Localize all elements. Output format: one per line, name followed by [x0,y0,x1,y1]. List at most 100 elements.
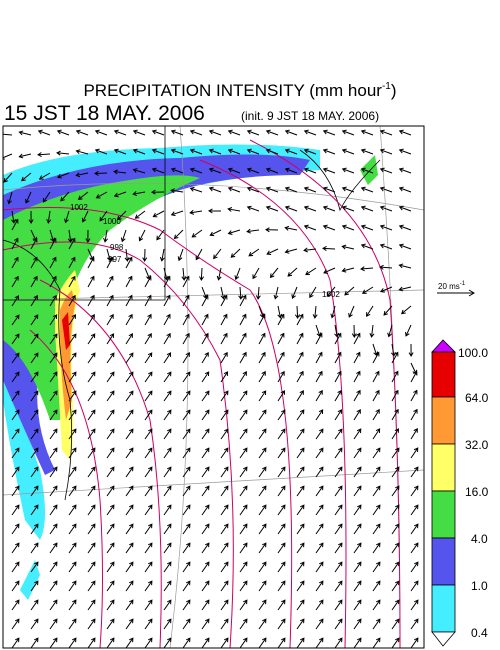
wind-arrow [341,267,355,273]
wind-arrow [87,504,96,516]
wind-arrow [125,294,133,307]
wind-arrow [277,332,285,345]
wind-arrow [163,637,172,648]
wind-arrow [334,580,343,592]
wind-arrow [18,153,32,159]
wind-arrow [103,229,109,243]
wind-arrow [353,637,362,648]
wind-arrow [315,637,324,648]
wind-arrow [255,286,261,300]
wind-arrow [30,409,39,421]
wind-arrow [239,599,248,611]
wind-arrow [163,275,171,288]
wind-arrow [220,523,229,535]
wind-arrow [182,332,190,345]
wind-arrow [37,152,51,158]
wind-arrow [163,447,172,459]
wind-arrow [170,210,184,217]
wind-arrow [163,390,172,402]
wind-arrow [246,167,260,174]
wind-arrow [106,428,115,440]
wind-arrow [246,148,260,155]
wind-arrow [125,352,134,364]
wind-arrow [258,618,267,630]
wind-arrow [163,561,172,573]
wind-arrow [410,447,419,459]
wind-arrow [182,275,190,288]
wind-arrow [315,428,324,440]
wind-arrow [11,409,20,421]
wind-arrow [334,351,342,364]
wind-arrow [227,129,241,136]
wind-arrow [220,504,229,516]
wind-arrow [49,428,58,440]
wind-arrow [220,580,229,592]
wind-arrow [277,618,286,630]
wind-arrow [239,523,248,535]
wind-arrow [398,224,412,231]
wind-arrow [182,428,191,440]
wind-arrow [182,313,190,326]
wind-arrow [67,229,73,243]
wind-arrow [30,561,39,573]
wind-arrow [49,275,57,288]
wind-arrow [315,332,323,345]
wind-arrow [284,129,298,136]
wind-arrow [220,561,229,573]
wind-arrow [68,447,77,459]
wind-arrow [220,409,229,421]
wind-arrow [296,599,305,611]
wind-arrow [49,256,57,269]
wind-arrow [87,447,96,459]
wind-arrow [258,332,266,345]
wind-arrow [87,428,96,440]
wind-arrow [191,229,203,238]
wind-arrow [189,209,203,215]
wind-arrow [11,618,20,630]
wind-arrow [341,148,355,155]
wind-arrow [398,243,412,250]
wind-arrow [87,485,96,497]
wind-arrow [277,542,286,554]
wind-arrow [322,148,336,155]
isobar-label: 1000 [103,217,121,226]
isobar-label: 1002 [322,290,340,299]
wind-arrow [163,504,172,516]
wind-arrow [11,542,20,554]
wind-arrow [353,599,362,611]
wind-arrow [85,229,91,243]
wind-arrow [201,313,209,326]
wind-arrow [106,504,115,516]
wind-arrow [11,466,20,478]
wind-arrow [11,237,19,250]
wind-arrow [341,186,355,193]
wind-arrow [322,205,336,212]
wind-arrow [68,333,77,345]
wind-arrow [64,210,70,224]
wind-arrow [87,294,95,307]
wind-arrow [296,466,305,478]
wind-arrow [49,561,58,573]
wind-arrow [134,210,146,219]
wind-arrow [11,352,20,364]
wind-arrow [144,504,153,516]
wind-arrow [334,485,343,497]
wind-arrow [208,208,222,214]
title-text: PRECIPITATION INTENSITY (mm hour [83,81,382,100]
wind-arrow [315,580,324,592]
wind-arrow [106,390,115,402]
wind-arrow [405,324,412,337]
wind-arrow [208,167,222,174]
wind-arrow [125,256,133,269]
wind-arrow [361,286,374,294]
wind-arrow [106,275,114,288]
wind-arrow [265,148,279,155]
wind-arrow [125,637,134,648]
wind-arrow [379,129,393,136]
wind-arrow [144,428,153,440]
wind-arrow [106,485,115,497]
wind-arrow [408,343,414,357]
wind-arrow [315,523,324,535]
wind-arrow [60,191,70,202]
wind-arrow [163,294,171,307]
